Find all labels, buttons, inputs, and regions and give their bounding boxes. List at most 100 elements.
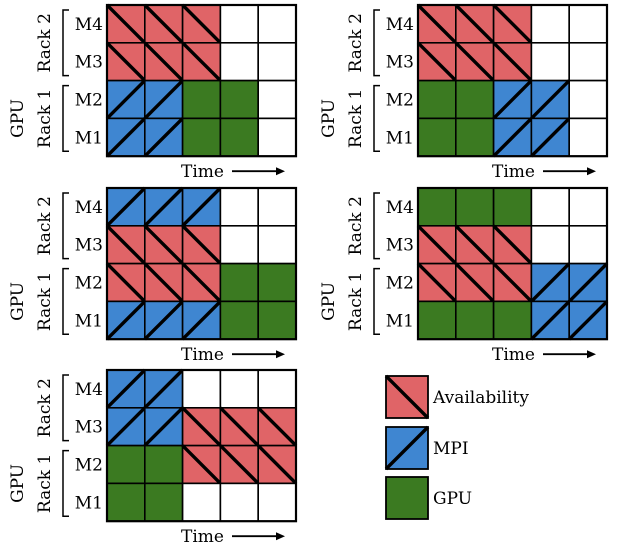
grid-border [416, 3, 609, 158]
mpi-diagonal [567, 262, 609, 303]
grid-cell [568, 225, 608, 265]
availability-diagonal [143, 224, 184, 265]
availability-diagonal [492, 41, 533, 82]
grid-border [105, 368, 298, 523]
availability-diagonal [416, 41, 458, 82]
availability-diagonal [105, 224, 147, 265]
rack-bracket [62, 9, 69, 77]
grid-cell [144, 444, 184, 485]
grid-cell [454, 79, 495, 120]
machine-label: M2 [75, 274, 103, 294]
grid-cell [530, 187, 571, 227]
machine-label: M1 [75, 128, 103, 148]
grid-cell [492, 300, 533, 340]
mpi-diagonal [143, 186, 184, 228]
rack-bracket [62, 374, 69, 442]
grid-cell [219, 187, 259, 227]
mpi-diagonal [530, 117, 571, 158]
machine-label: M4 [75, 15, 103, 35]
legend-item-gpu: GPU [385, 476, 472, 520]
rack-bracket [62, 84, 69, 152]
grid-cell [181, 482, 222, 522]
availability-diagonal [181, 262, 222, 303]
grid-cell [257, 225, 297, 265]
availability-diagonal [219, 406, 260, 447]
time-label: Time [181, 345, 224, 365]
grid-cell [257, 369, 297, 409]
grid-cell [219, 300, 259, 340]
rack-bracket [373, 9, 380, 77]
grid-cell [568, 4, 608, 44]
machine-label: M4 [75, 380, 103, 400]
legend-item-mpi: MPI [384, 425, 469, 471]
availability-diagonal [105, 262, 147, 303]
grid-cell [219, 41, 259, 82]
schedule-panel-1: M4 M3 M2 M1 Rack 2 Rack 1 GPU Time [8, 3, 298, 182]
rack-bracket [373, 84, 380, 152]
gpu-axis-label: GPU [8, 99, 28, 138]
grid-cell [257, 262, 297, 303]
grid-cell [219, 117, 259, 158]
rack-label: Rack 1 [35, 272, 55, 331]
machine-label: M1 [386, 128, 414, 148]
grid-cell [417, 79, 457, 120]
mpi-diagonal [181, 186, 222, 228]
mpi-diagonal [105, 406, 147, 447]
grid-cell [219, 4, 259, 44]
availability-diagonal [454, 3, 495, 45]
time-arrow-head [587, 167, 596, 176]
mpi-diagonal [143, 79, 184, 120]
mpi-diagonal [530, 79, 571, 120]
rack-label: Rack 2 [35, 378, 55, 437]
availability-diagonal [454, 262, 495, 303]
rack-label: Rack 2 [35, 13, 55, 72]
grid-cell [257, 41, 297, 82]
grid-cell [492, 187, 533, 227]
mpi-diagonal [492, 117, 533, 158]
availability-diagonal [143, 3, 184, 45]
availability-diagonal [256, 406, 298, 447]
grid-cell [568, 187, 608, 227]
gpu-axis-label: GPU [319, 99, 339, 138]
grid-cell [219, 482, 259, 522]
machine-label: M2 [386, 91, 414, 111]
legend-label: GPU [433, 489, 472, 509]
rack-label: Rack 1 [346, 272, 366, 331]
mpi-diagonal [105, 368, 147, 410]
availability-diagonal [181, 224, 222, 265]
grid-cell [454, 117, 495, 158]
grid-border [416, 186, 609, 341]
grid-cell [257, 482, 297, 522]
time-arrow-head [276, 532, 285, 541]
availability-diagonal [492, 3, 533, 45]
grid-cell [568, 117, 608, 158]
gpu-axis-label: GPU [319, 282, 339, 321]
availability-diagonal [416, 3, 458, 45]
rack-bracket [373, 192, 380, 260]
mpi-diagonal [384, 425, 430, 471]
grid-cell [530, 4, 571, 44]
grid-cell [530, 225, 571, 265]
rack-bracket [62, 449, 69, 517]
rack-label: Rack 2 [346, 13, 366, 72]
availability-diagonal [416, 224, 458, 265]
rack-label: Rack 1 [346, 89, 366, 148]
time-arrow-head [276, 167, 285, 176]
grid-cell [106, 444, 146, 485]
grid-cell [106, 482, 146, 522]
grid-cell [568, 79, 608, 120]
schedule-panel-2: M4 M3 M2 M1 Rack 2 Rack 1 GPU Time [319, 3, 609, 182]
mpi-diagonal [105, 300, 147, 341]
time-label: Time [181, 162, 224, 182]
rack-bracket [373, 267, 380, 335]
rack-bracket [62, 192, 69, 260]
availability-diagonal [143, 262, 184, 303]
machine-label: M1 [75, 493, 103, 513]
machine-label: M4 [386, 198, 414, 218]
time-arrow-head [276, 350, 285, 359]
grid-cell [257, 117, 297, 158]
grid-cell [454, 187, 495, 227]
availability-diagonal [219, 444, 260, 485]
availability-diagonal [181, 444, 222, 485]
grid-cell [417, 117, 457, 158]
